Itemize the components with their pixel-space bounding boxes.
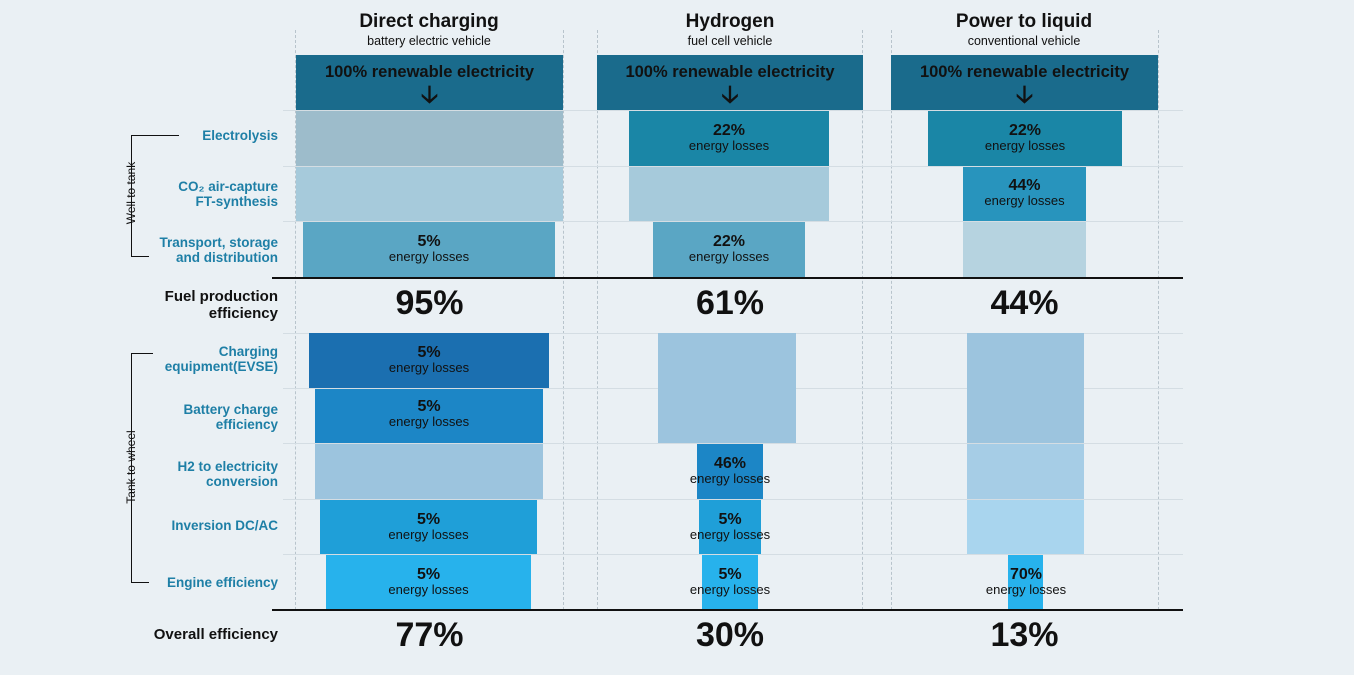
- loss-label: 5% energy losses: [388, 398, 470, 430]
- loss-label: 5% energy losses: [689, 511, 771, 543]
- bracket-tick: [131, 353, 153, 354]
- bracket-tick: [131, 256, 149, 257]
- row-label-overall: Overall efficiency: [153, 626, 278, 643]
- column-subtitle: fuel cell vehicle: [687, 34, 773, 48]
- row-label-transport: Transport, storage and distribution: [159, 235, 278, 265]
- row-divider: [283, 110, 1183, 111]
- ptl-engine-bar: 70% energy losses: [986, 555, 1066, 609]
- direct-transport-bar: 5% energy losses: [303, 222, 555, 277]
- row-divider: [283, 221, 1183, 222]
- column-title: Direct charging: [359, 11, 499, 32]
- column-subtitle: battery electric vehicle: [367, 34, 491, 48]
- ptl-h2-bar: [967, 444, 1084, 499]
- direct-engine-bar: 5% energy losses: [326, 555, 531, 609]
- overall-value: 30%: [695, 616, 765, 654]
- guide-line: [1158, 30, 1159, 610]
- ptl-charging-battery-bar: [967, 333, 1084, 443]
- row-divider: [283, 166, 1183, 167]
- hydrogen-inversion-bar: 5% energy losses: [690, 500, 770, 554]
- fuel-production-value: 95%: [395, 284, 464, 322]
- fuel-production-value: 44%: [990, 284, 1059, 322]
- direct-co2-bar: [296, 167, 563, 221]
- bracket-tick: [131, 135, 179, 136]
- row-label-engine: Engine efficiency: [166, 575, 278, 590]
- renewable-box: 100% renewable electricity 🡣: [891, 55, 1158, 110]
- direct-battery-bar: 5% energy losses: [315, 389, 543, 443]
- hydrogen-engine-bar: 5% energy losses: [690, 555, 770, 609]
- column-title: Power to liquid: [955, 11, 1093, 32]
- fuel-production-value: 61%: [695, 284, 765, 322]
- direct-h2-bar: [315, 444, 543, 499]
- ptl-inversion-bar: [967, 500, 1084, 554]
- loss-label: 5% energy losses: [689, 566, 771, 598]
- section-divider: [272, 277, 1183, 279]
- hydrogen-h2-bar: 46% energy losses: [690, 444, 770, 499]
- renewable-box: 100% renewable electricity 🡣: [597, 55, 863, 110]
- ptl-electrolysis-bar: 22% energy losses: [928, 111, 1122, 166]
- section-divider: [272, 609, 1183, 611]
- loss-label: 44% energy losses: [984, 177, 1065, 209]
- row-label-co2: CO₂ air-capture FT-synthesis: [178, 179, 278, 209]
- guide-line: [563, 30, 564, 610]
- renewable-label: 100% renewable electricity: [324, 63, 535, 81]
- guide-line: [862, 30, 863, 610]
- hydrogen-transport-bar: 22% energy losses: [653, 222, 805, 277]
- loss-label: 22% energy losses: [688, 233, 770, 265]
- hydrogen-electrolysis-bar: 22% energy losses: [629, 111, 829, 166]
- column-subtitle: conventional vehicle: [967, 34, 1081, 48]
- direct-charging-bar: 5% energy losses: [309, 333, 549, 388]
- row-label-charging: Charging equipment(EVSE): [164, 344, 278, 374]
- loss-label: 5% energy losses: [388, 511, 469, 543]
- row-label-fuel-production: Fuel production efficiency: [164, 288, 278, 322]
- direct-electrolysis-bar: [296, 111, 563, 166]
- row-divider: [283, 443, 1183, 444]
- guide-line: [597, 30, 598, 610]
- loss-label: 46% energy losses: [689, 455, 771, 487]
- overall-value: 13%: [990, 616, 1059, 654]
- bracket-well-to-tank: [131, 135, 132, 256]
- overall-value: 77%: [395, 616, 464, 654]
- hydrogen-co2-bar: [629, 167, 829, 221]
- renewable-label: 100% renewable electricity: [919, 63, 1130, 81]
- loss-label: 70% energy losses: [985, 566, 1067, 598]
- row-label-h2: H2 to electricity conversion: [177, 459, 278, 489]
- guide-line: [295, 30, 296, 610]
- renewable-box: 100% renewable electricity 🡣: [296, 55, 563, 110]
- down-arrow-icon: 🡣: [721, 81, 739, 108]
- hydrogen-charging-battery-bar: [658, 333, 796, 443]
- down-arrow-icon: 🡣: [420, 81, 439, 108]
- guide-line: [891, 30, 892, 610]
- ptl-transport-bar: [963, 222, 1086, 277]
- ptl-co2-bar: 44% energy losses: [963, 167, 1086, 221]
- bracket-tick: [131, 582, 149, 583]
- row-divider: [283, 499, 1183, 500]
- direct-inversion-bar: 5% energy losses: [320, 500, 537, 554]
- bracket-tank-to-wheel: [131, 353, 132, 582]
- group-label-well-to-tank: Well to tank: [124, 161, 138, 225]
- loss-label: 22% energy losses: [984, 122, 1066, 154]
- row-label-battery: Battery charge efficiency: [183, 402, 278, 432]
- loss-label: 5% energy losses: [388, 233, 470, 265]
- row-divider: [283, 554, 1183, 555]
- row-label-inversion: Inversion DC/AC: [171, 518, 278, 533]
- renewable-label: 100% renewable electricity: [625, 63, 835, 81]
- down-arrow-icon: 🡣: [1015, 81, 1034, 108]
- group-label-tank-to-wheel: Tank to wheel: [124, 430, 138, 504]
- loss-label: 5% energy losses: [388, 566, 469, 598]
- loss-label: 5% energy losses: [388, 344, 470, 376]
- column-title: Hydrogen: [685, 11, 775, 32]
- row-label-electrolysis: Electrolysis: [202, 128, 278, 143]
- loss-label: 22% energy losses: [688, 122, 770, 154]
